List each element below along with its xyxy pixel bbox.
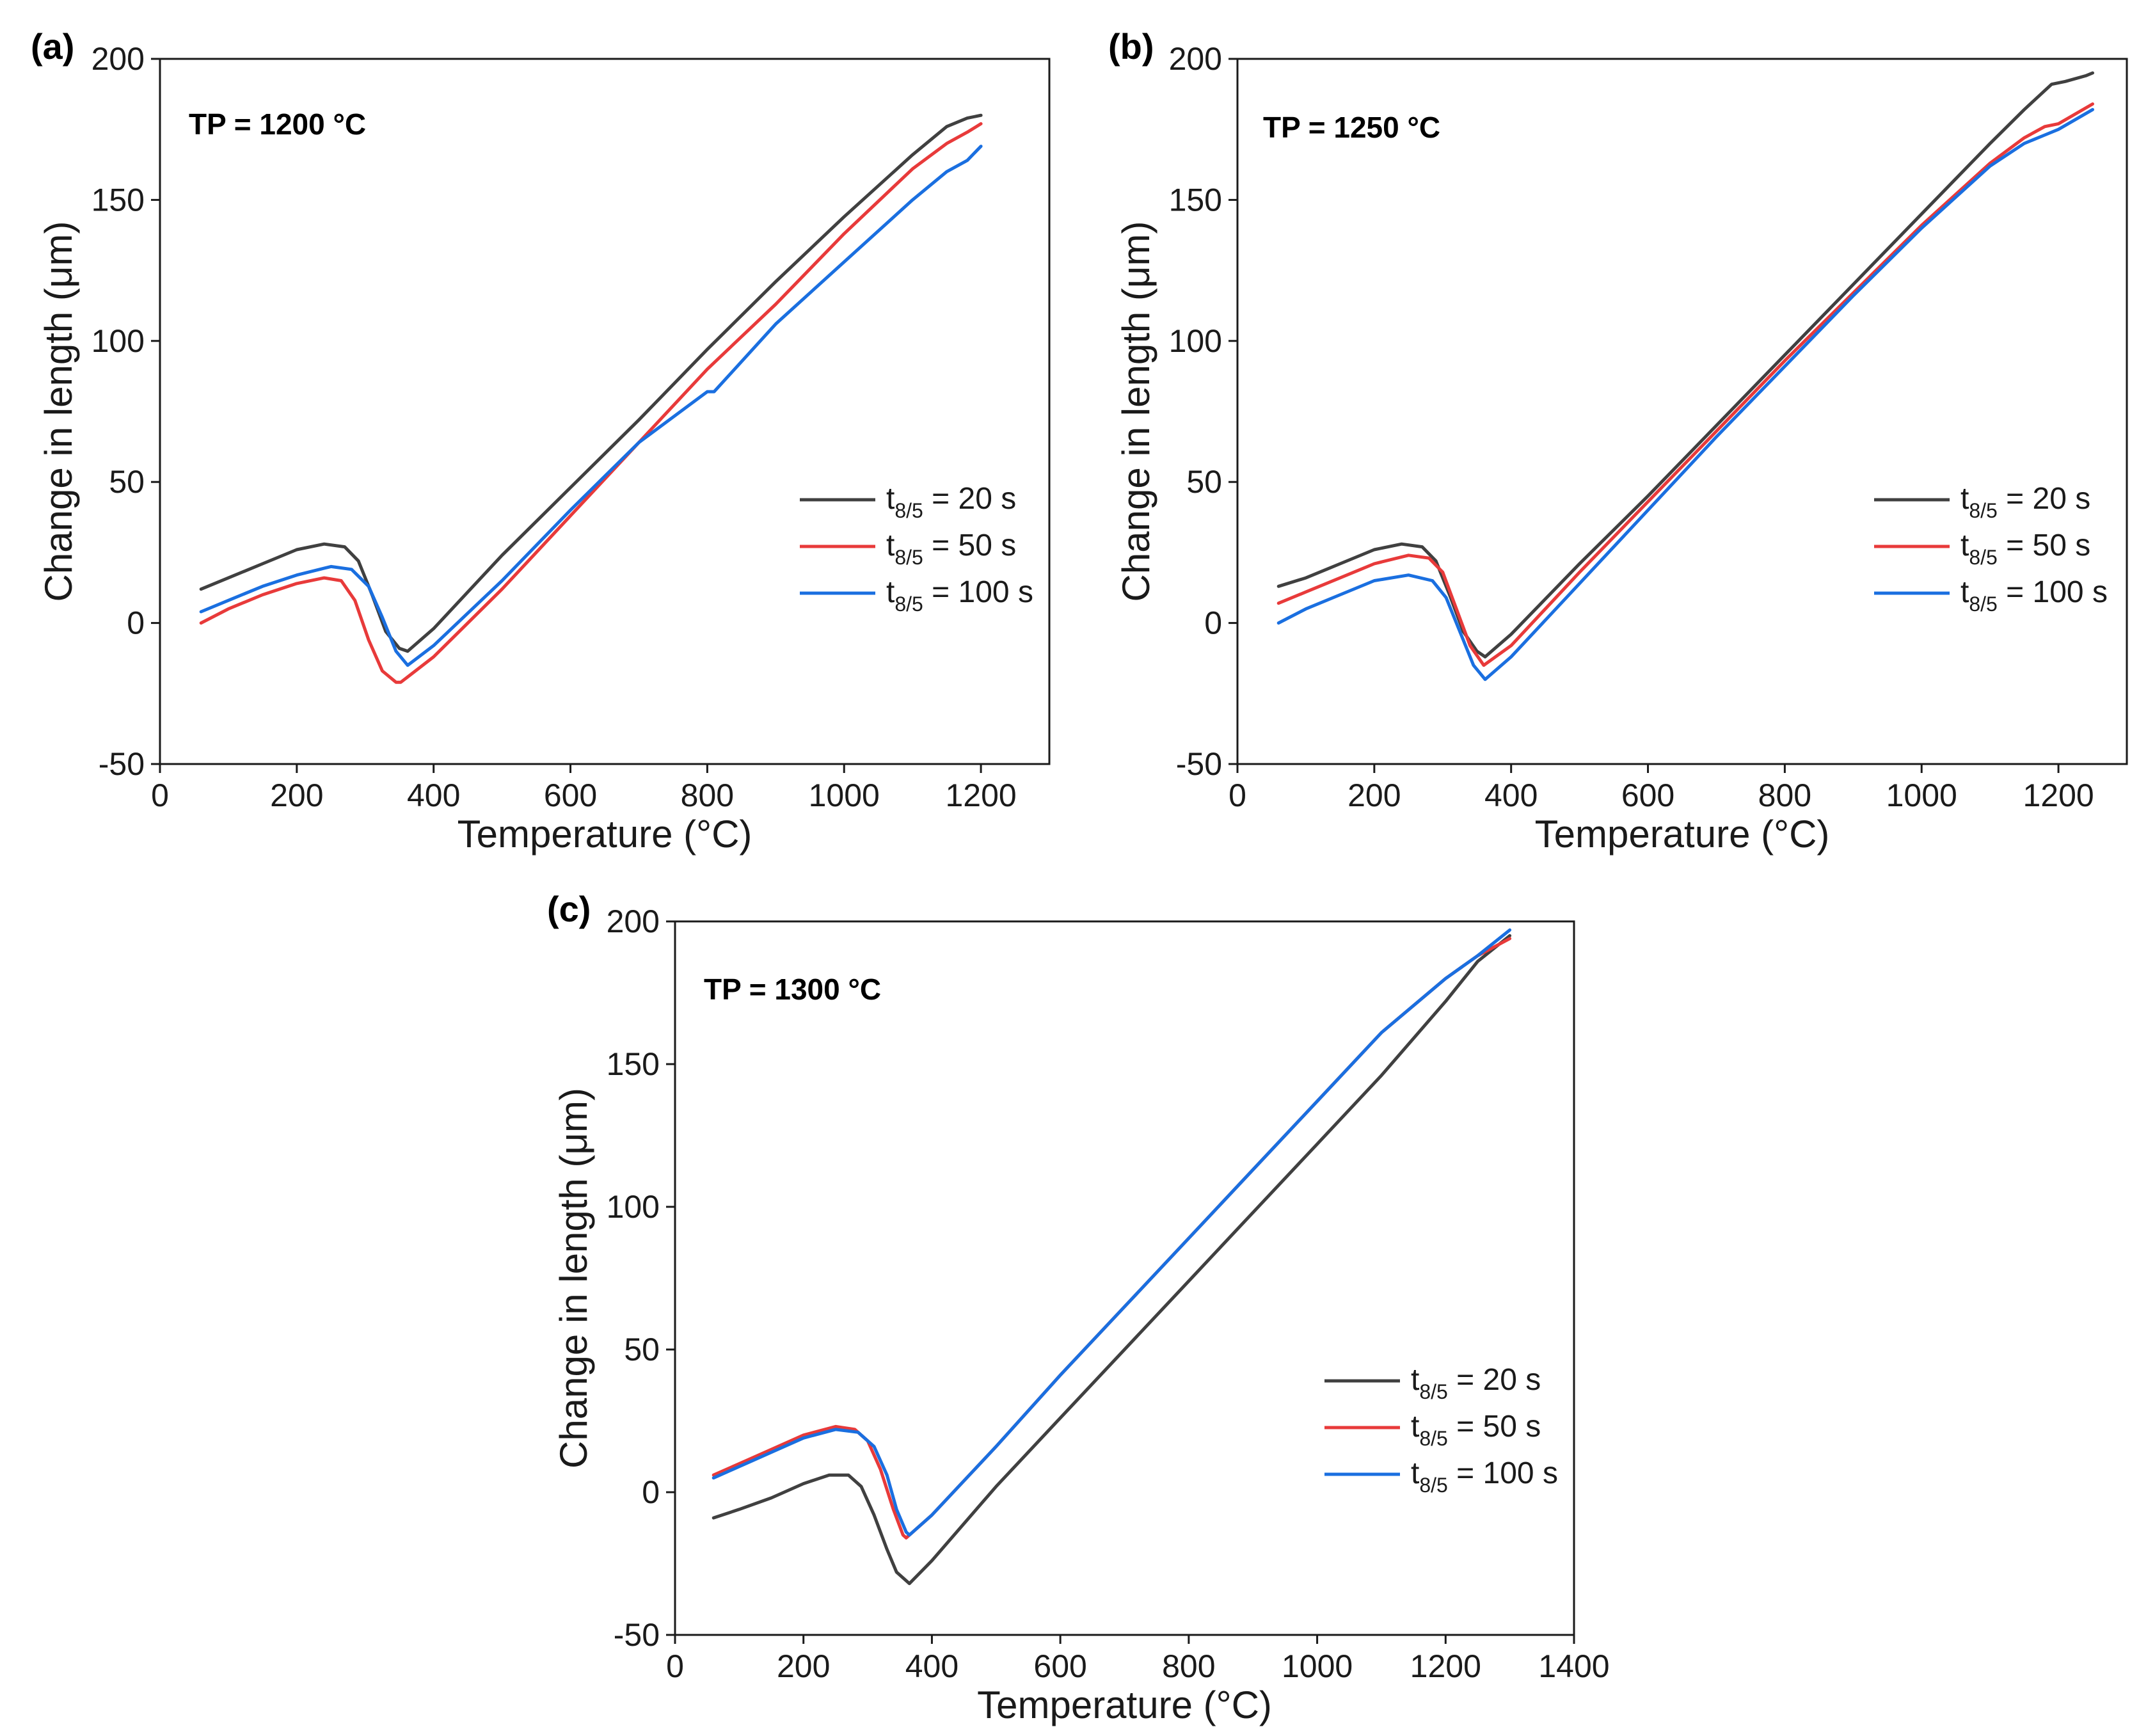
y-axis-label: Change in length (μm) xyxy=(552,1088,595,1469)
x-tick-label: 0 xyxy=(151,777,169,813)
y-tick-label: 50 xyxy=(109,464,145,500)
y-tick-label: -50 xyxy=(1176,746,1222,782)
panel-label: (b) xyxy=(1108,26,1154,67)
plot-frame xyxy=(674,920,1575,1636)
y-tick-label: 0 xyxy=(642,1474,660,1510)
legend-entry: t8/5 = 20 s xyxy=(1960,482,2090,522)
chart-panel-a: 0 200 400 600 800 1000 1200 -50 0 50 100 150 200 Temp… xyxy=(0,0,1078,857)
y-tick-label: 50 xyxy=(1186,464,1222,500)
y-tick-label: 100 xyxy=(91,323,145,359)
y-tick-label: 150 xyxy=(91,182,145,218)
x-axis-label: Temperature (°C) xyxy=(1535,813,1830,856)
series-line-2 xyxy=(199,122,983,684)
peak-temperature-annotation: TP = 1300 °C xyxy=(704,973,881,1006)
series-line-3 xyxy=(199,145,983,667)
legend-entry: t8/5 = 20 s xyxy=(886,482,1016,522)
y-tick-label: 200 xyxy=(91,41,145,77)
y-axis-label: Change in length (μm) xyxy=(37,221,80,602)
series-line-2 xyxy=(712,937,1512,1540)
x-tick-label: 1000 xyxy=(1282,1648,1353,1684)
chart-panel-c: 0 200 400 600 800 1000 1200 1400 -50 0 50 100 150 200… xyxy=(515,857,1641,1736)
y-tick-label: 200 xyxy=(607,904,660,939)
peak-temperature-annotation: TP = 1200 °C xyxy=(189,108,366,141)
series-line-2 xyxy=(1276,102,2094,667)
legend-entry: t8/5 = 20 s xyxy=(1411,1363,1541,1403)
plot-frame xyxy=(159,58,1051,765)
x-tick-label: 1200 xyxy=(2023,777,2094,813)
legend-entry: t8/5 = 50 s xyxy=(1960,529,2090,569)
y-tick-label: 50 xyxy=(624,1332,660,1367)
x-tick-label: 400 xyxy=(905,1648,958,1684)
series-line-1 xyxy=(1276,71,2094,658)
plot-frame xyxy=(1236,58,2128,765)
x-tick-label: 1400 xyxy=(1538,1648,1609,1684)
series-line-1 xyxy=(199,113,983,653)
peak-temperature-annotation: TP = 1250 °C xyxy=(1263,111,1440,144)
x-tick-label: 200 xyxy=(270,777,323,813)
y-tick-label: -50 xyxy=(614,1617,660,1653)
series-line-1 xyxy=(712,934,1512,1586)
legend-entry: t8/5 = 50 s xyxy=(886,529,1016,569)
x-tick-label: 1200 xyxy=(1410,1648,1481,1684)
y-tick-label: 150 xyxy=(607,1046,660,1082)
chart-c-svg: 0 200 400 600 800 1000 1200 1400-50050100150200… xyxy=(547,889,1610,1726)
y-axis-label: Change in length (μm) xyxy=(1115,221,1157,602)
x-tick-label: 800 xyxy=(1758,777,1811,813)
chart-panel-b: 0 200 400 600 800 1000 1200 -50 0 50 100 150 200 Temp… xyxy=(1078,0,2155,857)
x-tick-label: 1200 xyxy=(945,777,1016,813)
x-tick-label: 1000 xyxy=(1886,777,1957,813)
x-tick-label: 600 xyxy=(544,777,597,813)
x-tick-label: 800 xyxy=(1162,1648,1215,1684)
y-tick-label: 100 xyxy=(607,1189,660,1225)
legend-entry: t8/5 = 100 s xyxy=(886,575,1033,616)
x-tick-label: 400 xyxy=(407,777,460,813)
x-axis-label: Temperature (°C) xyxy=(457,813,752,856)
legend-entry: t8/5 = 50 s xyxy=(1411,1410,1541,1450)
chart-a-svg: 0 200 400 600 800 1000 1200-50050100150200Temp… xyxy=(31,26,1051,856)
x-axis-label: Temperature (°C) xyxy=(977,1684,1272,1726)
x-tick-label: 1000 xyxy=(809,777,880,813)
x-tick-label: 600 xyxy=(1033,1648,1086,1684)
x-tick-label: 400 xyxy=(1484,777,1538,813)
y-tick-label: 200 xyxy=(1169,41,1222,77)
y-tick-label: 0 xyxy=(1204,605,1222,641)
x-tick-label: 0 xyxy=(666,1648,684,1684)
x-tick-label: 600 xyxy=(1621,777,1674,813)
y-tick-label: 150 xyxy=(1169,182,1222,218)
x-tick-label: 200 xyxy=(1348,777,1401,813)
panel-label: (c) xyxy=(547,889,591,929)
y-tick-label: -50 xyxy=(99,746,145,782)
legend-entry: t8/5 = 100 s xyxy=(1411,1456,1558,1497)
x-tick-label: 200 xyxy=(777,1648,830,1684)
panel-label: (a) xyxy=(31,26,74,67)
x-tick-label: 0 xyxy=(1229,777,1246,813)
x-tick-label: 800 xyxy=(681,777,734,813)
y-tick-label: 0 xyxy=(127,605,145,641)
y-tick-label: 100 xyxy=(1169,323,1222,359)
series-line-3 xyxy=(1276,108,2094,681)
series-line-3 xyxy=(712,928,1512,1537)
legend-entry: t8/5 = 100 s xyxy=(1960,575,2108,616)
chart-b-svg: 0 200 400 600 800 1000 1200-50050100150200Temp… xyxy=(1108,26,2128,856)
